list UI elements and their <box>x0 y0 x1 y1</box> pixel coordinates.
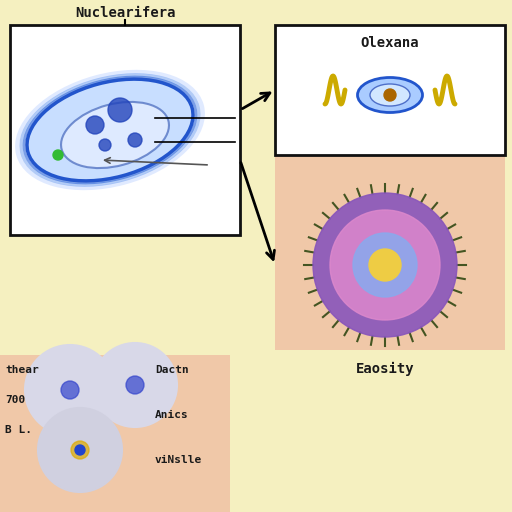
Text: Eaosity: Eaosity <box>356 362 414 376</box>
Ellipse shape <box>370 84 410 106</box>
Ellipse shape <box>357 77 422 113</box>
FancyBboxPatch shape <box>275 25 505 155</box>
Text: Olexana: Olexana <box>360 36 419 50</box>
Circle shape <box>108 98 132 122</box>
Circle shape <box>313 193 457 337</box>
Circle shape <box>126 376 144 394</box>
Text: Dactn: Dactn <box>155 365 189 375</box>
Text: Anics: Anics <box>155 410 189 420</box>
Ellipse shape <box>27 79 193 181</box>
Circle shape <box>71 441 89 459</box>
Text: B L.: B L. <box>5 425 32 435</box>
Text: viNslle: viNslle <box>155 455 202 465</box>
Text: Nuclearifera: Nuclearifera <box>75 6 175 20</box>
Circle shape <box>330 210 440 320</box>
Text: 2306: 2306 <box>510 165 512 195</box>
Circle shape <box>99 139 111 151</box>
Circle shape <box>384 89 396 101</box>
Circle shape <box>369 249 401 281</box>
Circle shape <box>93 343 177 427</box>
Circle shape <box>353 233 417 297</box>
Circle shape <box>38 408 122 492</box>
Circle shape <box>61 381 79 399</box>
Ellipse shape <box>61 102 169 168</box>
Circle shape <box>75 445 85 455</box>
Circle shape <box>53 150 63 160</box>
FancyBboxPatch shape <box>10 25 240 235</box>
Text: thear: thear <box>5 365 39 375</box>
Circle shape <box>25 345 115 435</box>
FancyBboxPatch shape <box>0 355 230 512</box>
Circle shape <box>86 116 104 134</box>
Text: 700: 700 <box>5 395 25 405</box>
FancyBboxPatch shape <box>275 155 505 350</box>
Circle shape <box>128 133 142 147</box>
